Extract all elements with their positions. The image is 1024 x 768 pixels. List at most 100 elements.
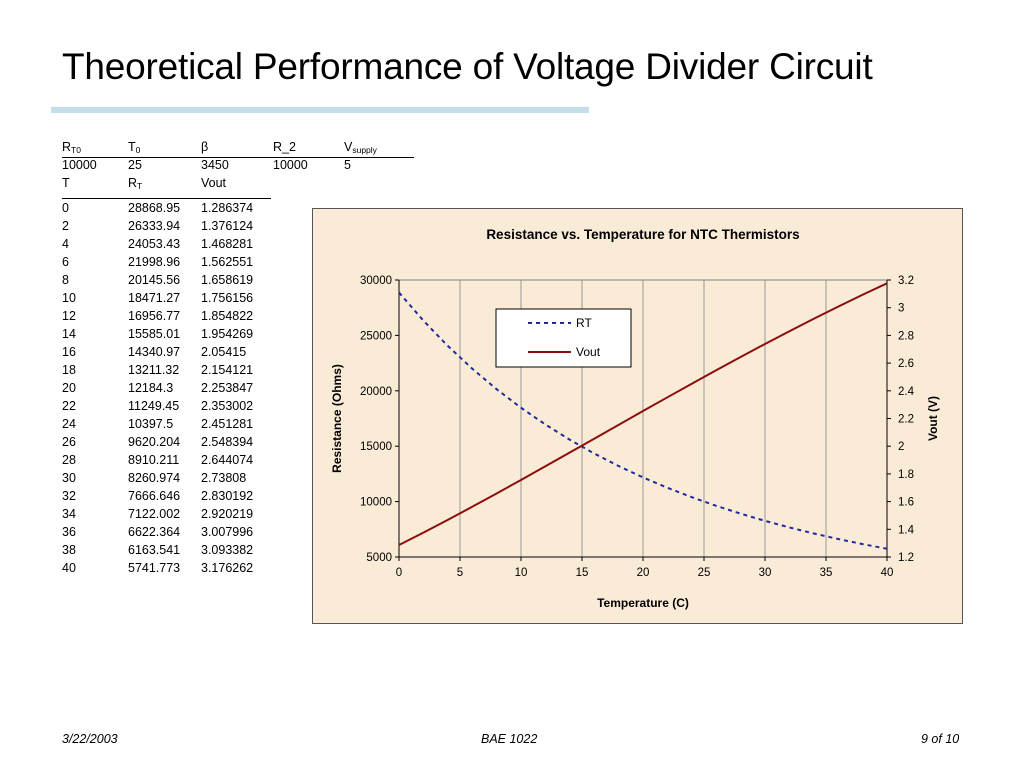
footer-date: 3/22/2003: [62, 732, 118, 746]
param-header-vsupply-sub: supply: [352, 145, 377, 155]
data-point-vout: [569, 451, 571, 453]
cell-temperature: 18: [62, 363, 76, 377]
cell-resistance: 13211.32: [128, 363, 180, 377]
param-header-vsupply: Vsupply: [344, 138, 377, 156]
chart: Resistance vs. Temperature for NTC Therm…: [330, 227, 940, 610]
cell-temperature: 40: [62, 561, 76, 575]
data-point-rt: [764, 520, 766, 522]
y-tick-label: 15000: [360, 441, 392, 453]
param-header-r2: R_2: [273, 140, 296, 154]
x-tick-label: 20: [637, 567, 650, 579]
data-point-rt: [715, 505, 717, 507]
cell-temperature: 8: [62, 273, 69, 287]
cell-temperature: 2: [62, 219, 69, 233]
data-point-rt: [569, 439, 571, 441]
data-header-vout: Vout: [201, 176, 227, 190]
data-point-vout: [398, 544, 400, 546]
cell-resistance: 7122.002: [128, 507, 181, 521]
x-axis-label: Temperature (C): [597, 596, 689, 610]
cell-temperature: 10: [62, 291, 76, 305]
cell-resistance: 8910.211: [128, 453, 180, 467]
cell-temperature: 14: [62, 327, 76, 341]
cell-resistance: 16956.77: [128, 309, 181, 323]
legend-label-rt: RT: [576, 316, 592, 330]
cell-temperature: 22: [62, 399, 76, 413]
data-point-rt: [666, 487, 668, 489]
cell-vout: 2.548394: [201, 435, 254, 449]
series-line-rt: [398, 291, 888, 550]
x-tick-label: 25: [698, 567, 711, 579]
data-point-vout: [739, 356, 741, 358]
cell-vout: 2.353002: [201, 399, 254, 413]
data-point-vout: [520, 479, 522, 481]
data-point-vout: [544, 465, 546, 467]
cell-resistance: 28868.95: [128, 201, 181, 215]
legend-box: [495, 308, 632, 368]
param-header-t0-sub: 0: [135, 145, 141, 155]
data-point-vout: [788, 330, 790, 332]
chart-area: Resistance vs. Temperature for NTC Therm…: [312, 208, 963, 624]
x-tick-label: 40: [881, 567, 894, 579]
cell-resistance: 12184.3: [128, 381, 174, 395]
y-tick-label: 30000: [360, 275, 392, 287]
cell-temperature: 28: [62, 453, 76, 467]
cell-vout: 1.756156: [201, 291, 254, 305]
y2-tick-label: 1.2: [898, 552, 914, 564]
param-header-rt0-main: R: [62, 140, 72, 154]
cell-resistance: 7666.646: [128, 489, 181, 503]
y-tick-label: 20000: [360, 386, 392, 398]
data-header-rt-sub: T: [137, 181, 143, 191]
data-point-vout: [861, 294, 863, 296]
y2-tick-label: 1.6: [898, 497, 914, 509]
cell-resistance: 11249.45: [128, 399, 180, 413]
data-point-vout: [715, 369, 717, 371]
cell-temperature: 32: [62, 489, 76, 503]
x-tick-label: 5: [457, 567, 463, 579]
cell-temperature: 38: [62, 543, 76, 557]
x-tick-label: 10: [515, 567, 528, 579]
x-tick-label: 0: [396, 567, 402, 579]
cell-temperature: 4: [62, 237, 69, 251]
cell-vout: 1.286374: [201, 201, 254, 215]
cell-resistance: 20145.56: [128, 273, 181, 287]
footer-page-number: 9 of 10: [921, 732, 960, 746]
y-tick-label: 5000: [366, 552, 392, 564]
cell-temperature: 26: [62, 435, 76, 449]
cell-resistance: 10397.5: [128, 417, 174, 431]
param-header-rt0: RT0: [62, 138, 81, 156]
x-tick-label: 30: [759, 567, 772, 579]
cell-vout: 2.154121: [201, 363, 254, 377]
data-point-rt: [617, 465, 619, 467]
y-tick-label: 25000: [360, 330, 392, 342]
param-header-t0: T0: [128, 138, 140, 156]
param-value-rt0: 10000: [62, 158, 97, 172]
table-divider: [62, 157, 414, 158]
cell-resistance: 9620.204: [128, 435, 181, 449]
y2-axis-label: Vout (V): [926, 396, 940, 441]
data-point-rt: [544, 423, 546, 425]
data-header-rt-main: R: [128, 176, 138, 190]
param-value-beta: 3450: [201, 158, 229, 172]
cell-vout: 2.05415: [201, 345, 247, 359]
cell-vout: 2.253847: [201, 381, 254, 395]
param-value-vsupply: 5: [344, 158, 351, 172]
cell-vout: 2.830192: [201, 489, 254, 503]
data-point-vout: [593, 438, 595, 440]
data-point-vout: [642, 410, 644, 412]
data-point-rt: [861, 543, 863, 545]
x-tick-label: 35: [820, 567, 833, 579]
data-point-vout: [471, 506, 473, 508]
data-point-rt: [886, 548, 888, 550]
param-value-t0: 25: [128, 158, 142, 172]
cell-vout: 3.093382: [201, 543, 254, 557]
data-point-vout: [666, 396, 668, 398]
cell-temperature: 12: [62, 309, 76, 323]
param-header-rt0-sub: T0: [71, 145, 81, 155]
data-point-vout: [691, 382, 693, 384]
param-header-t0-main: T: [128, 140, 136, 154]
cell-temperature: 30: [62, 471, 76, 485]
cell-vout: 2.73808: [201, 471, 247, 485]
y2-tick-label: 3.2: [898, 275, 914, 287]
cell-resistance: 6163.541: [128, 543, 181, 557]
cell-resistance: 18471.27: [128, 291, 181, 305]
